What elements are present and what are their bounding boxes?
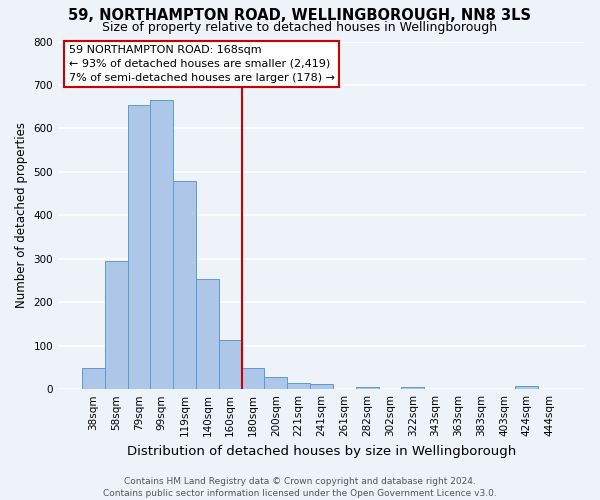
Bar — [196, 279, 219, 389]
Bar — [265, 377, 287, 389]
Text: 59, NORTHAMPTON ROAD, WELLINGBOROUGH, NN8 3LS: 59, NORTHAMPTON ROAD, WELLINGBOROUGH, NN… — [68, 8, 532, 22]
Text: Size of property relative to detached houses in Wellingborough: Size of property relative to detached ho… — [103, 21, 497, 34]
Bar — [128, 106, 151, 389]
Bar — [82, 368, 105, 389]
Bar — [173, 182, 196, 389]
Bar — [401, 387, 424, 389]
X-axis label: Distribution of detached houses by size in Wellingborough: Distribution of detached houses by size … — [127, 444, 516, 458]
Text: Contains HM Land Registry data © Crown copyright and database right 2024.
Contai: Contains HM Land Registry data © Crown c… — [103, 476, 497, 498]
Bar — [242, 368, 265, 389]
Bar — [151, 100, 173, 389]
Bar — [219, 340, 242, 389]
Y-axis label: Number of detached properties: Number of detached properties — [15, 122, 28, 308]
Bar — [515, 386, 538, 389]
Bar — [105, 261, 128, 389]
Bar — [287, 382, 310, 389]
Bar — [356, 388, 379, 389]
Bar — [310, 384, 333, 389]
Text: 59 NORTHAMPTON ROAD: 168sqm
← 93% of detached houses are smaller (2,419)
7% of s: 59 NORTHAMPTON ROAD: 168sqm ← 93% of det… — [68, 45, 335, 83]
